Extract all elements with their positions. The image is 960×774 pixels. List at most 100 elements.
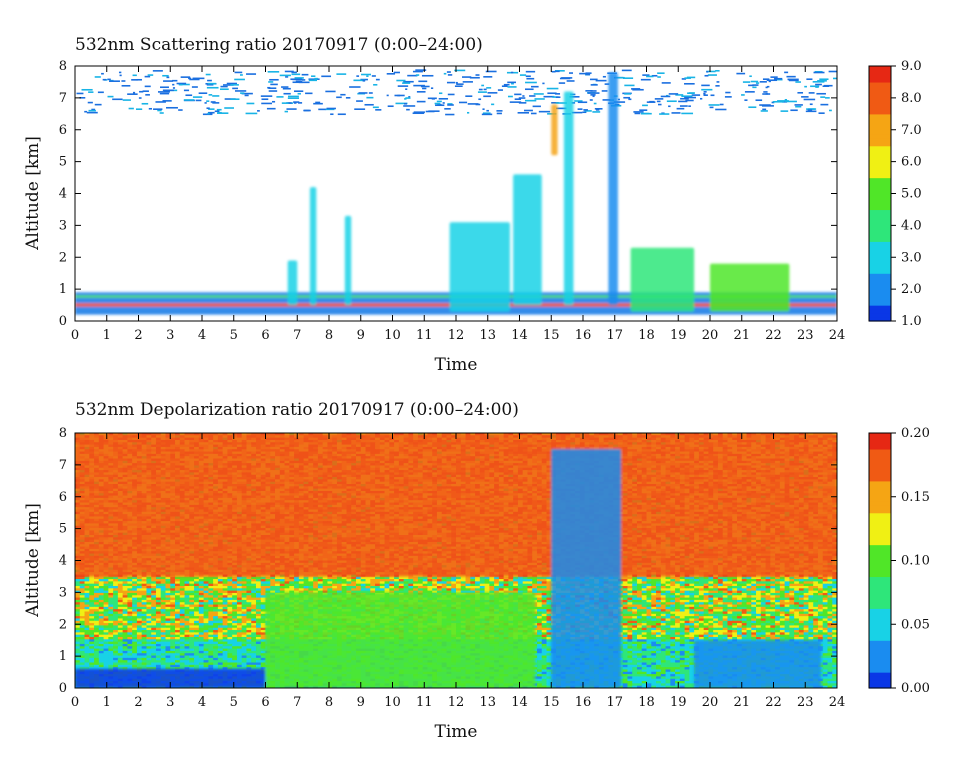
noise-speck (109, 80, 120, 82)
colorbar-segment (869, 142, 891, 147)
noise-speck (706, 71, 708, 73)
noise-speck (478, 98, 481, 100)
noise-speck (534, 93, 544, 95)
noise-speck (397, 95, 400, 97)
noise-speck (748, 106, 756, 108)
noise-speck (820, 104, 828, 106)
colorbar-segment (869, 150, 891, 155)
noise-speck (365, 104, 374, 106)
noise-speck (659, 113, 669, 115)
noise-speck (642, 105, 648, 107)
feature-cloud (608, 72, 618, 305)
noise-speck (463, 81, 473, 83)
colorbar-segment (869, 233, 891, 238)
colorbar-segment (869, 114, 891, 119)
noise-speck (133, 75, 137, 77)
noise-speck (725, 96, 732, 98)
noise-speck (465, 95, 472, 97)
noise-speck (526, 71, 535, 73)
noise-speck (539, 111, 550, 113)
noise-speck (806, 78, 812, 80)
noise-speck (704, 94, 708, 96)
noise-speck (406, 109, 410, 111)
noise-speck (166, 77, 169, 79)
noise-speck (476, 104, 481, 106)
noise-speck (283, 93, 290, 95)
noise-speck (356, 100, 363, 102)
x-tick-label: 0 (71, 328, 79, 343)
noise-speck (507, 82, 516, 84)
noise-speck (340, 94, 345, 96)
x-tick-label: 24 (829, 328, 846, 343)
noise-speck (305, 93, 312, 95)
noise-speck (519, 102, 526, 104)
noise-speck (762, 105, 774, 107)
noise-speck (488, 92, 498, 94)
noise-speck (809, 92, 815, 94)
noise-speck (153, 70, 163, 72)
noise-speck (801, 96, 808, 98)
x-tick-label: 1 (103, 328, 111, 343)
noise-speck (166, 107, 178, 109)
x-tick-label: 14 (511, 328, 528, 343)
noise-speck (437, 101, 442, 103)
noise-speck (87, 112, 98, 114)
noise-speck (281, 86, 288, 88)
noise-speck (596, 109, 599, 111)
y-tick-label: 6 (59, 123, 67, 138)
noise-speck (531, 113, 537, 115)
colorbar-segment (869, 102, 891, 107)
noise-speck (373, 84, 377, 86)
noise-speck (511, 72, 513, 74)
noise-speck (369, 92, 373, 94)
noise-speck (235, 72, 243, 74)
noise-speck (591, 84, 598, 86)
noise-speck (288, 97, 299, 99)
noise-speck (88, 102, 93, 104)
noise-speck (207, 87, 219, 89)
colorbar-segment (869, 130, 891, 135)
colorbar-segment (869, 257, 891, 262)
noise-speck (162, 100, 171, 102)
noise-speck (496, 110, 502, 112)
noise-speck (524, 110, 533, 112)
noise-speck (193, 96, 202, 98)
colorbar-segment (869, 301, 891, 306)
y-tick-label: 7 (59, 91, 67, 106)
noise-speck (363, 80, 366, 82)
noise-speck (456, 83, 463, 85)
noise-speck (268, 81, 273, 83)
noise-speck (302, 79, 305, 81)
noise-speck (358, 92, 367, 94)
noise-speck (88, 91, 93, 93)
noise-speck (829, 71, 840, 73)
noise-speck (590, 94, 595, 96)
noise-speck (459, 102, 467, 104)
noise-speck (484, 89, 487, 91)
noise-speck (817, 80, 827, 82)
noise-speck (639, 109, 647, 111)
noise-speck (269, 79, 278, 81)
noise-speck (336, 96, 342, 98)
noise-speck (788, 79, 791, 81)
noise-speck (816, 93, 826, 95)
noise-speck (303, 110, 310, 112)
noise-speck (426, 111, 435, 113)
noise-speck (684, 97, 696, 99)
noise-speck (417, 91, 426, 93)
x-tick-label: 12 (448, 328, 465, 343)
noise-speck (405, 88, 407, 90)
noise-speck (149, 108, 152, 110)
noise-speck (649, 101, 654, 103)
noise-speck (785, 101, 797, 103)
noise-speck (268, 71, 279, 73)
x-tick-label: 15 (543, 328, 560, 343)
colorbar-segment (869, 229, 891, 234)
scattering-heatmap (75, 69, 842, 314)
noise-speck (709, 104, 720, 106)
noise-speck (285, 111, 288, 113)
colorbar-segment (869, 289, 891, 294)
noise-speck (786, 76, 795, 78)
